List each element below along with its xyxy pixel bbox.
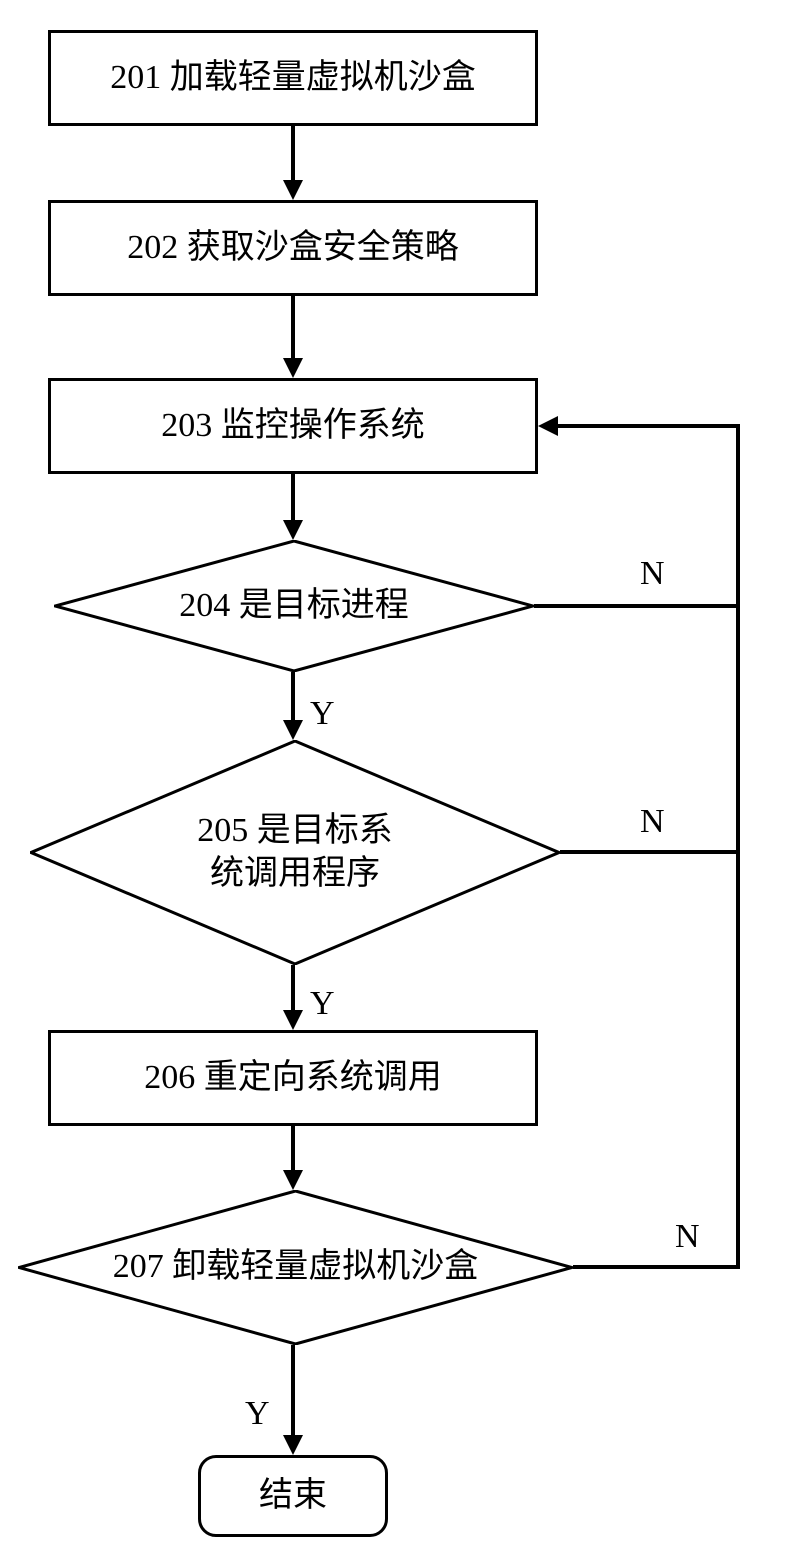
- node-201-label: 201 加载轻量虚拟机沙盒: [110, 57, 476, 100]
- edge-204-205-arrow: [283, 720, 303, 740]
- edge-204-205: [291, 672, 295, 720]
- edge-205-206: [291, 965, 295, 1010]
- edge-204-no-h1: [534, 604, 740, 608]
- edge-205-206-arrow: [283, 1010, 303, 1030]
- node-202-label: 202 获取沙盒安全策略: [127, 227, 459, 270]
- node-207-unload-sandbox: 207 卸载轻量虚拟机沙盒: [18, 1190, 573, 1345]
- edge-205-no-v: [736, 608, 740, 854]
- node-202-get-policy: 202 获取沙盒安全策略: [48, 200, 538, 296]
- edge-201-202: [291, 126, 295, 180]
- edge-207-no-h: [573, 1265, 740, 1269]
- edge-204-no-h2: [558, 424, 740, 428]
- node-end: 结束: [198, 1455, 388, 1537]
- edge-205-no-label: N: [640, 803, 665, 841]
- node-205-label: 205 是目标系 统调用程序: [197, 810, 393, 895]
- edge-201-202-arrow: [283, 180, 303, 200]
- edge-207-end: [291, 1345, 295, 1435]
- node-203-label: 203 监控操作系统: [161, 405, 425, 448]
- edge-206-207-arrow: [283, 1170, 303, 1190]
- edge-207-no-v: [736, 854, 740, 1269]
- node-206-redirect-syscall: 206 重定向系统调用: [48, 1030, 538, 1126]
- node-204-target-process: 204 是目标进程: [54, 540, 534, 672]
- node-203-monitor-os: 203 监控操作系统: [48, 378, 538, 474]
- node-207-label: 207 卸载轻量虚拟机沙盒: [113, 1246, 479, 1289]
- edge-203-204-arrow: [283, 520, 303, 540]
- edge-204-no-arrow: [538, 416, 558, 436]
- edge-204-205-label: Y: [310, 695, 335, 733]
- edge-202-203: [291, 296, 295, 358]
- node-201-load-sandbox: 201 加载轻量虚拟机沙盒: [48, 30, 538, 126]
- edge-205-206-label: Y: [310, 985, 335, 1023]
- edge-205-no-h: [560, 850, 740, 854]
- node-206-label: 206 重定向系统调用: [144, 1057, 442, 1100]
- edge-207-end-label: Y: [245, 1395, 270, 1433]
- edge-206-207: [291, 1126, 295, 1170]
- edge-204-no-v: [736, 424, 740, 608]
- flowchart-container: 201 加载轻量虚拟机沙盒 202 获取沙盒安全策略 203 监控操作系统 20…: [0, 0, 792, 1552]
- node-end-label: 结束: [259, 1475, 327, 1518]
- node-205-target-syscall: 205 是目标系 统调用程序: [30, 740, 560, 965]
- edge-207-no-label: N: [675, 1218, 700, 1256]
- edge-204-no-label: N: [640, 555, 665, 593]
- node-204-label: 204 是目标进程: [179, 585, 409, 628]
- edge-202-203-arrow: [283, 358, 303, 378]
- edge-207-end-arrow: [283, 1435, 303, 1455]
- edge-203-204: [291, 474, 295, 520]
